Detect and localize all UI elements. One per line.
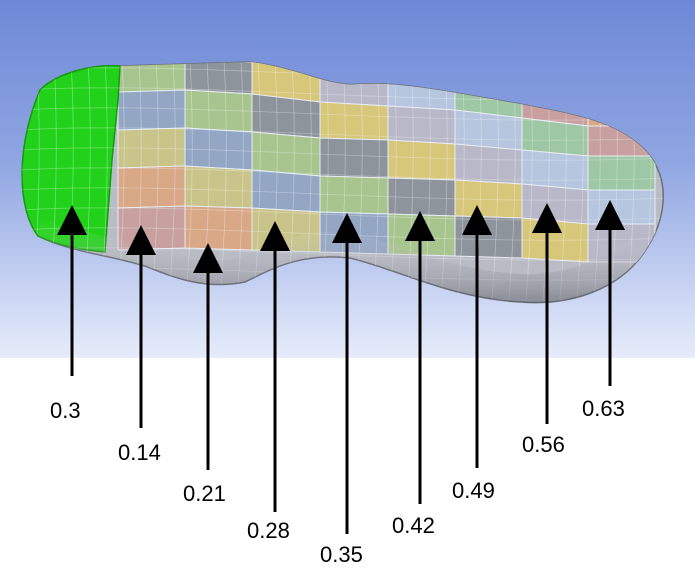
mesh-patch bbox=[251, 169, 321, 213]
callout-label: 0.3 bbox=[50, 398, 81, 423]
mesh-patch bbox=[454, 143, 523, 185]
mesh-line bbox=[22, 207, 664, 221]
mesh-line bbox=[22, 167, 664, 181]
mesh-patch bbox=[319, 71, 389, 107]
mesh-patch bbox=[587, 103, 656, 127]
insole-side-wall bbox=[38, 218, 640, 303]
callout-arrows bbox=[57, 200, 625, 534]
callout-label: 0.42 bbox=[392, 513, 435, 538]
callout-label: 0.63 bbox=[582, 396, 625, 421]
mesh-patch bbox=[587, 155, 656, 191]
callout-label: 0.28 bbox=[247, 518, 290, 543]
mesh-patches bbox=[117, 62, 656, 263]
callout-label: 0.14 bbox=[118, 440, 161, 465]
mesh-patch bbox=[319, 137, 389, 179]
mesh-line bbox=[661, 62, 664, 301]
mesh-line bbox=[22, 127, 664, 141]
mesh-line bbox=[679, 60, 685, 300]
mesh-patch bbox=[117, 62, 186, 93]
callout-label: 0.49 bbox=[452, 478, 495, 503]
mesh-line bbox=[22, 107, 664, 121]
callout-label: 0.35 bbox=[320, 542, 363, 567]
mesh-patch bbox=[184, 165, 253, 209]
mesh-line bbox=[22, 187, 664, 201]
mesh-patch bbox=[387, 139, 456, 181]
mesh-patch bbox=[387, 77, 456, 111]
callout-label: 0.21 bbox=[183, 481, 226, 506]
mesh-line bbox=[22, 147, 664, 161]
insole-model bbox=[21, 60, 685, 304]
callout-label: 0.56 bbox=[522, 432, 565, 457]
mesh-line bbox=[22, 62, 23, 301]
mesh-patch bbox=[587, 125, 656, 157]
